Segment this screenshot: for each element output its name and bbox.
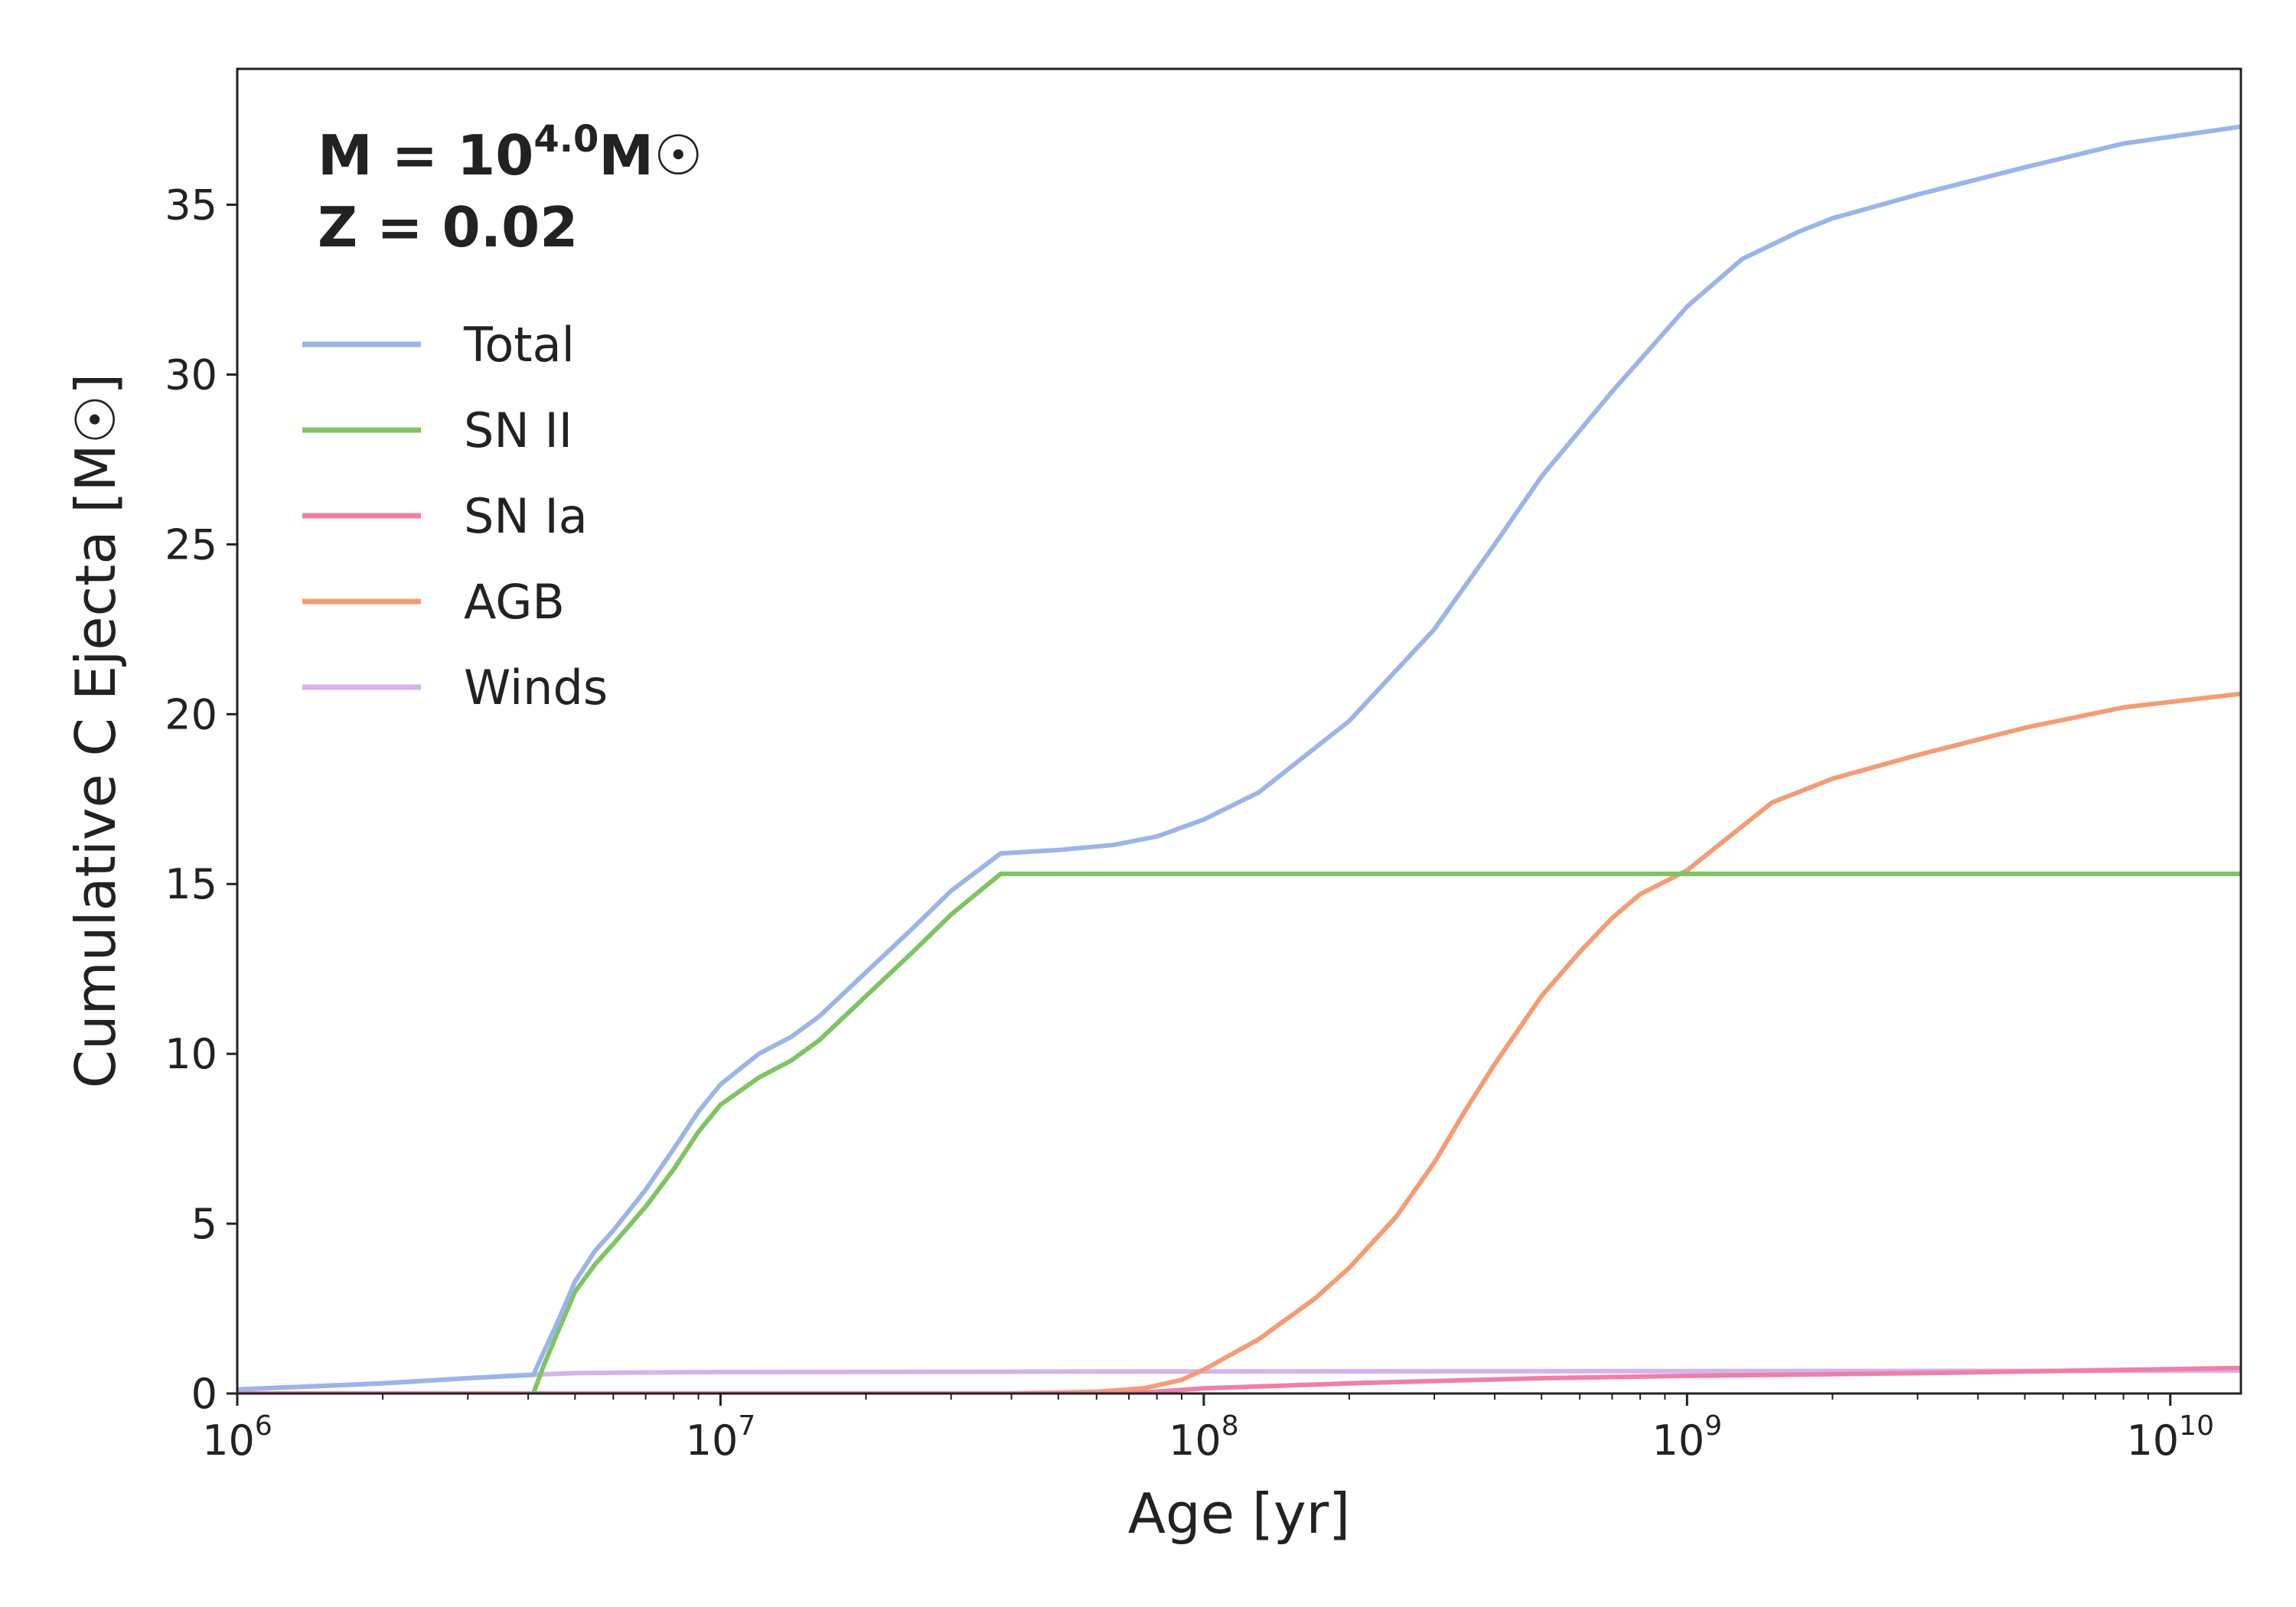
series-line-sn-ii [531,871,2241,1393]
x-tick-label-base: 10 [686,1416,739,1465]
legend-label: SN Ia [464,488,588,544]
mass-annotation-base: M = 10 [318,123,533,187]
x-tick-label-exponent: 9 [1704,1410,1722,1442]
mass-annotation-exponent: 4.0 [533,118,598,161]
y-tick-label: 30 [165,350,217,399]
mass-annotation: M = 104.0M☉ [318,118,703,187]
legend: Total SN II SN Ia AGB Winds [302,317,608,715]
y-axis-label: Cumulative C Ejecta [M☉] [64,373,128,1088]
x-tick-label-base: 10 [202,1416,255,1465]
y-tick-label: 10 [165,1030,217,1078]
series-line-agb [237,691,2241,1393]
y-tick-label: 0 [191,1370,217,1418]
legend-label: AGB [464,574,565,630]
legend-label: SN II [464,403,572,458]
series-line-total [237,124,2241,1392]
y-tick-label: 5 [191,1200,217,1248]
x-tick-label-base: 10 [2126,1416,2179,1465]
x-tick-label-base: 10 [1652,1416,1704,1465]
x-tick-label-exponent: 10 [2179,1410,2214,1442]
x-tick-label: 106 [202,1410,272,1465]
x-tick-label-exponent: 8 [1221,1410,1239,1442]
x-tick-label-base: 10 [1169,1416,1221,1465]
plot-frame [236,67,2242,1395]
mass-annotation-suffix: M☉ [598,123,703,187]
y-tick-label: 25 [165,520,217,569]
x-tick-label: 1010 [2126,1410,2214,1465]
y-tick-label: 20 [165,690,217,738]
x-tick-label-exponent: 7 [738,1410,755,1442]
x-tick-label-exponent: 6 [255,1410,272,1442]
metallicity-annotation: Z = 0.02 [318,195,578,259]
y-tick-label: 35 [165,181,217,230]
x-tick-label: 107 [686,1410,756,1465]
legend-label: Total [463,317,575,373]
x-axis-label: Age [yr] [1128,1482,1351,1546]
x-tick-label: 109 [1652,1410,1722,1465]
y-tick-label: 15 [165,860,217,908]
x-tick-label: 108 [1169,1410,1239,1465]
legend-label: Winds [464,660,608,715]
